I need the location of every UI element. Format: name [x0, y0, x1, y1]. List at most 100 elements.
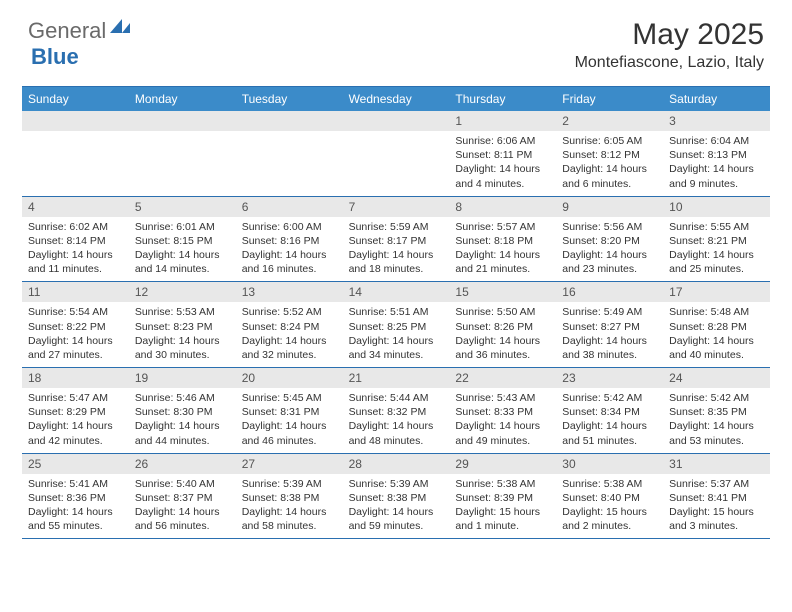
day-number: 28 — [343, 454, 450, 474]
day-cell: 7Sunrise: 5:59 AMSunset: 8:17 PMDaylight… — [343, 197, 450, 282]
day-details: Sunrise: 5:56 AMSunset: 8:20 PMDaylight:… — [556, 217, 663, 282]
day-details: Sunrise: 6:02 AMSunset: 8:14 PMDaylight:… — [22, 217, 129, 282]
day-details: Sunrise: 6:06 AMSunset: 8:11 PMDaylight:… — [449, 131, 556, 196]
day-cell: 1Sunrise: 6:06 AMSunset: 8:11 PMDaylight… — [449, 111, 556, 196]
weekday-header: Wednesday — [343, 87, 450, 111]
weekday-header: Monday — [129, 87, 236, 111]
day-cell: 23Sunrise: 5:42 AMSunset: 8:34 PMDayligh… — [556, 368, 663, 453]
day-cell: 12Sunrise: 5:53 AMSunset: 8:23 PMDayligh… — [129, 282, 236, 367]
day-cell: 13Sunrise: 5:52 AMSunset: 8:24 PMDayligh… — [236, 282, 343, 367]
day-number: 15 — [449, 282, 556, 302]
day-cell: 17Sunrise: 5:48 AMSunset: 8:28 PMDayligh… — [663, 282, 770, 367]
header: General May 2025 Montefiascone, Lazio, I… — [0, 0, 792, 78]
day-cell: 6Sunrise: 6:00 AMSunset: 8:16 PMDaylight… — [236, 197, 343, 282]
logo: General — [28, 18, 132, 44]
day-cell: 31Sunrise: 5:37 AMSunset: 8:41 PMDayligh… — [663, 454, 770, 539]
weekday-header: Tuesday — [236, 87, 343, 111]
day-cell: 2Sunrise: 6:05 AMSunset: 8:12 PMDaylight… — [556, 111, 663, 196]
day-details: Sunrise: 5:43 AMSunset: 8:33 PMDaylight:… — [449, 388, 556, 453]
day-details: Sunrise: 5:37 AMSunset: 8:41 PMDaylight:… — [663, 474, 770, 539]
day-details: Sunrise: 5:54 AMSunset: 8:22 PMDaylight:… — [22, 302, 129, 367]
day-cell: 11Sunrise: 5:54 AMSunset: 8:22 PMDayligh… — [22, 282, 129, 367]
day-cell: 28Sunrise: 5:39 AMSunset: 8:38 PMDayligh… — [343, 454, 450, 539]
day-number — [236, 111, 343, 131]
logo-sub: Blue — [30, 44, 79, 70]
day-cell: 25Sunrise: 5:41 AMSunset: 8:36 PMDayligh… — [22, 454, 129, 539]
day-details: Sunrise: 6:05 AMSunset: 8:12 PMDaylight:… — [556, 131, 663, 196]
day-number: 19 — [129, 368, 236, 388]
day-number: 6 — [236, 197, 343, 217]
day-details: Sunrise: 5:47 AMSunset: 8:29 PMDaylight:… — [22, 388, 129, 453]
day-cell: 4Sunrise: 6:02 AMSunset: 8:14 PMDaylight… — [22, 197, 129, 282]
day-details: Sunrise: 5:39 AMSunset: 8:38 PMDaylight:… — [343, 474, 450, 539]
day-details: Sunrise: 5:42 AMSunset: 8:35 PMDaylight:… — [663, 388, 770, 453]
day-number: 30 — [556, 454, 663, 474]
day-details: Sunrise: 5:57 AMSunset: 8:18 PMDaylight:… — [449, 217, 556, 282]
day-number: 27 — [236, 454, 343, 474]
day-number: 25 — [22, 454, 129, 474]
day-cell: 19Sunrise: 5:46 AMSunset: 8:30 PMDayligh… — [129, 368, 236, 453]
day-cell: 9Sunrise: 5:56 AMSunset: 8:20 PMDaylight… — [556, 197, 663, 282]
day-number: 4 — [22, 197, 129, 217]
day-details: Sunrise: 5:41 AMSunset: 8:36 PMDaylight:… — [22, 474, 129, 539]
day-details: Sunrise: 6:01 AMSunset: 8:15 PMDaylight:… — [129, 217, 236, 282]
day-number — [22, 111, 129, 131]
day-cell: 15Sunrise: 5:50 AMSunset: 8:26 PMDayligh… — [449, 282, 556, 367]
day-cell: 27Sunrise: 5:39 AMSunset: 8:38 PMDayligh… — [236, 454, 343, 539]
week-row: 18Sunrise: 5:47 AMSunset: 8:29 PMDayligh… — [22, 368, 770, 454]
day-number: 23 — [556, 368, 663, 388]
day-details: Sunrise: 5:38 AMSunset: 8:40 PMDaylight:… — [556, 474, 663, 539]
week-row: 1Sunrise: 6:06 AMSunset: 8:11 PMDaylight… — [22, 111, 770, 197]
day-number — [129, 111, 236, 131]
day-cell: 10Sunrise: 5:55 AMSunset: 8:21 PMDayligh… — [663, 197, 770, 282]
day-cell — [236, 111, 343, 196]
day-details: Sunrise: 5:42 AMSunset: 8:34 PMDaylight:… — [556, 388, 663, 453]
day-cell — [22, 111, 129, 196]
day-details: Sunrise: 6:00 AMSunset: 8:16 PMDaylight:… — [236, 217, 343, 282]
day-details: Sunrise: 6:04 AMSunset: 8:13 PMDaylight:… — [663, 131, 770, 196]
day-details: Sunrise: 5:52 AMSunset: 8:24 PMDaylight:… — [236, 302, 343, 367]
day-cell: 8Sunrise: 5:57 AMSunset: 8:18 PMDaylight… — [449, 197, 556, 282]
day-number — [343, 111, 450, 131]
day-number: 1 — [449, 111, 556, 131]
day-details: Sunrise: 5:55 AMSunset: 8:21 PMDaylight:… — [663, 217, 770, 282]
day-cell: 24Sunrise: 5:42 AMSunset: 8:35 PMDayligh… — [663, 368, 770, 453]
weekday-header: Sunday — [22, 87, 129, 111]
day-cell: 20Sunrise: 5:45 AMSunset: 8:31 PMDayligh… — [236, 368, 343, 453]
day-cell: 22Sunrise: 5:43 AMSunset: 8:33 PMDayligh… — [449, 368, 556, 453]
weekday-header: Saturday — [663, 87, 770, 111]
day-number: 20 — [236, 368, 343, 388]
day-cell: 16Sunrise: 5:49 AMSunset: 8:27 PMDayligh… — [556, 282, 663, 367]
day-number: 14 — [343, 282, 450, 302]
day-number: 9 — [556, 197, 663, 217]
logo-text-blue: Blue — [31, 44, 79, 69]
weekday-header: Friday — [556, 87, 663, 111]
calendar: SundayMondayTuesdayWednesdayThursdayFrid… — [22, 86, 770, 539]
day-cell — [343, 111, 450, 196]
weekday-header: Thursday — [449, 87, 556, 111]
day-number: 13 — [236, 282, 343, 302]
day-details: Sunrise: 5:40 AMSunset: 8:37 PMDaylight:… — [129, 474, 236, 539]
day-details: Sunrise: 5:46 AMSunset: 8:30 PMDaylight:… — [129, 388, 236, 453]
day-number: 11 — [22, 282, 129, 302]
day-number: 2 — [556, 111, 663, 131]
day-number: 26 — [129, 454, 236, 474]
day-cell: 29Sunrise: 5:38 AMSunset: 8:39 PMDayligh… — [449, 454, 556, 539]
day-details: Sunrise: 5:48 AMSunset: 8:28 PMDaylight:… — [663, 302, 770, 367]
logo-arrow-icon — [110, 19, 130, 38]
day-number: 3 — [663, 111, 770, 131]
day-cell: 14Sunrise: 5:51 AMSunset: 8:25 PMDayligh… — [343, 282, 450, 367]
weekday-header-row: SundayMondayTuesdayWednesdayThursdayFrid… — [22, 87, 770, 111]
day-number: 10 — [663, 197, 770, 217]
day-number: 22 — [449, 368, 556, 388]
day-details: Sunrise: 5:45 AMSunset: 8:31 PMDaylight:… — [236, 388, 343, 453]
day-details: Sunrise: 5:44 AMSunset: 8:32 PMDaylight:… — [343, 388, 450, 453]
day-details: Sunrise: 5:49 AMSunset: 8:27 PMDaylight:… — [556, 302, 663, 367]
day-number: 8 — [449, 197, 556, 217]
day-cell: 5Sunrise: 6:01 AMSunset: 8:15 PMDaylight… — [129, 197, 236, 282]
day-number: 17 — [663, 282, 770, 302]
week-row: 25Sunrise: 5:41 AMSunset: 8:36 PMDayligh… — [22, 454, 770, 540]
day-details: Sunrise: 5:51 AMSunset: 8:25 PMDaylight:… — [343, 302, 450, 367]
day-cell: 26Sunrise: 5:40 AMSunset: 8:37 PMDayligh… — [129, 454, 236, 539]
day-number: 16 — [556, 282, 663, 302]
